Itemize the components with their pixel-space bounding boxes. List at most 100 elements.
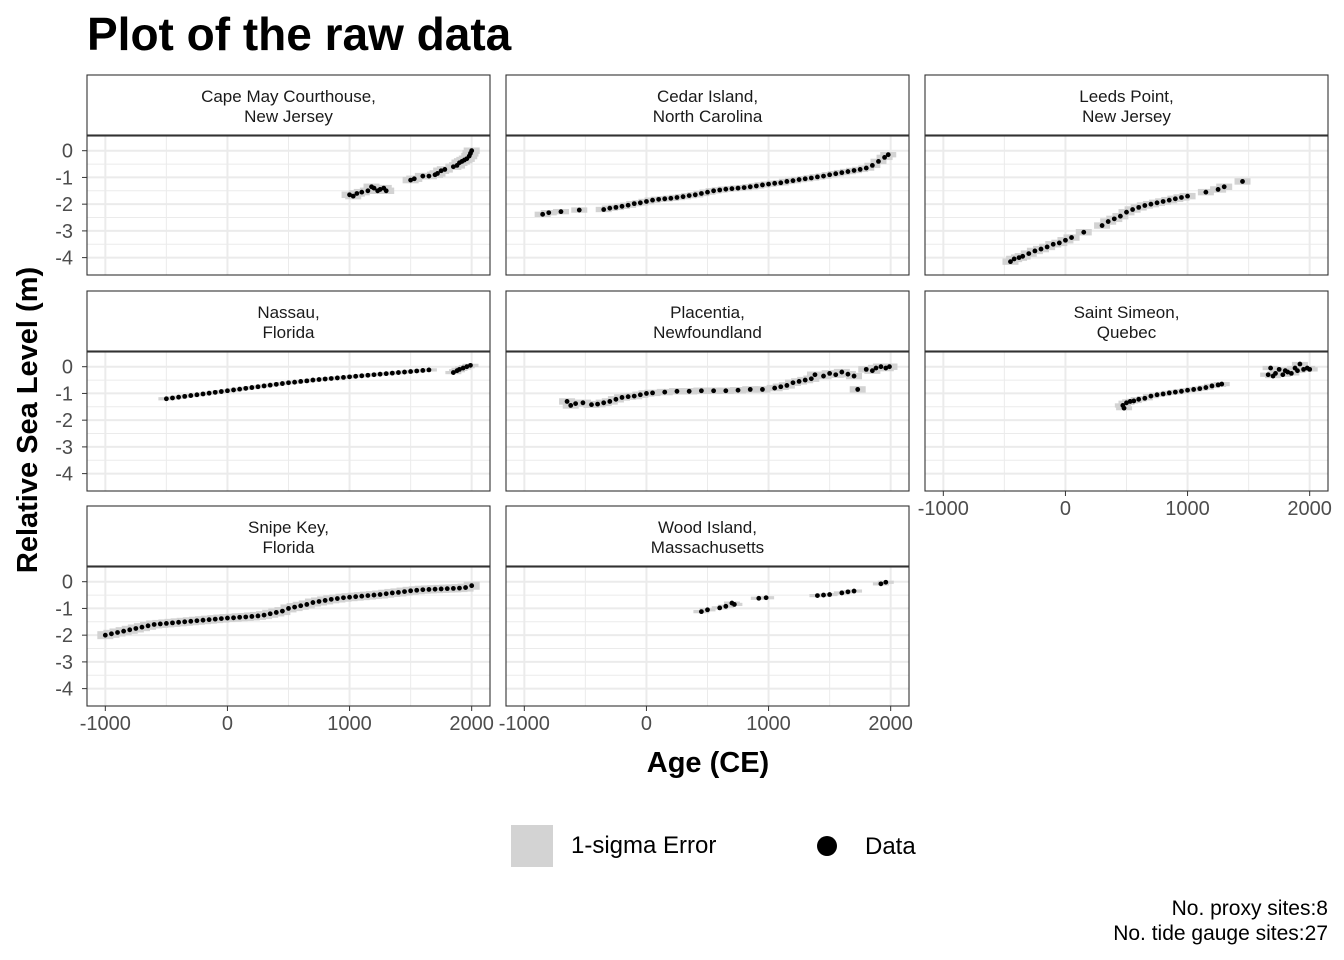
data-point xyxy=(377,371,383,377)
data-point xyxy=(576,207,582,213)
facet-panel-border xyxy=(924,135,1329,276)
data-point xyxy=(878,581,884,587)
legend-data-label: Data xyxy=(865,833,916,860)
data-point xyxy=(855,387,861,392)
data-point xyxy=(438,168,444,174)
data-point xyxy=(176,394,181,400)
y-tick-label: -3 xyxy=(55,437,73,459)
data-point xyxy=(631,201,637,207)
data-point xyxy=(723,603,729,609)
data-point xyxy=(365,188,371,194)
data-point xyxy=(1215,187,1221,192)
data-point xyxy=(109,631,114,637)
data-point xyxy=(613,204,619,210)
data-point xyxy=(1276,366,1282,372)
data-point xyxy=(1185,193,1190,199)
facet-strip xyxy=(505,505,910,567)
data-point xyxy=(1127,399,1133,404)
data-point xyxy=(383,591,389,597)
facet-panel-border xyxy=(505,135,910,276)
facet-panel-border xyxy=(86,135,491,276)
data-point xyxy=(469,148,475,154)
data-point xyxy=(741,185,747,190)
data-point xyxy=(1136,396,1142,402)
data-point xyxy=(1105,219,1111,224)
data-point xyxy=(334,375,340,381)
data-point xyxy=(1301,366,1306,372)
data-point xyxy=(188,393,194,398)
data-point xyxy=(540,211,546,217)
facet-strip-label: Nassau, xyxy=(257,303,319,322)
data-point xyxy=(396,589,401,595)
data-point xyxy=(869,163,875,168)
y-tick-label: -1 xyxy=(55,598,73,620)
data-point xyxy=(359,373,365,379)
data-point xyxy=(735,387,741,393)
data-point xyxy=(784,383,790,388)
data-point xyxy=(760,387,765,392)
data-point xyxy=(839,369,845,375)
data-point xyxy=(1297,361,1303,367)
data-point xyxy=(1215,382,1221,388)
data-point xyxy=(460,365,466,371)
x-tick-label: 1000 xyxy=(327,713,372,735)
data-point xyxy=(568,403,574,408)
data-point xyxy=(1221,184,1227,190)
data-point xyxy=(298,379,304,384)
data-point xyxy=(408,588,414,594)
data-point xyxy=(827,172,833,178)
data-point xyxy=(851,373,857,379)
data-point xyxy=(457,366,462,372)
data-point xyxy=(1136,204,1142,210)
data-point xyxy=(731,602,737,607)
data-point xyxy=(887,364,892,370)
data-point xyxy=(650,197,655,203)
data-point xyxy=(420,368,426,373)
data-point xyxy=(692,192,698,198)
data-point xyxy=(827,370,833,376)
data-point xyxy=(821,373,826,379)
data-point xyxy=(182,393,188,399)
data-point xyxy=(1280,372,1286,378)
data-point xyxy=(176,619,181,625)
data-point xyxy=(1197,386,1203,392)
data-point xyxy=(753,183,759,189)
data-point xyxy=(102,632,108,638)
x-tick-label: 2000 xyxy=(868,713,913,735)
data-point xyxy=(383,188,389,194)
data-point xyxy=(286,380,291,386)
data-point xyxy=(607,399,613,404)
data-point xyxy=(365,372,371,378)
facet-panel-border xyxy=(86,351,491,492)
facet-panel-border xyxy=(505,351,910,492)
data-point xyxy=(1038,246,1044,252)
data-point xyxy=(1288,370,1294,376)
data-point xyxy=(882,154,887,160)
data-point xyxy=(383,371,389,377)
data-point xyxy=(359,593,365,599)
data-point xyxy=(1050,241,1056,247)
facet-strip xyxy=(924,290,1329,352)
y-tick-label: -4 xyxy=(55,464,73,486)
data-point xyxy=(772,385,778,391)
data-point xyxy=(1240,179,1245,184)
data-point xyxy=(766,181,771,187)
x-tick-label: 1000 xyxy=(746,713,791,735)
data-point xyxy=(833,372,839,378)
x-axis-title: Age (CE) xyxy=(647,747,769,779)
data-point xyxy=(206,390,212,396)
data-point xyxy=(698,609,704,615)
data-point xyxy=(796,177,802,182)
data-point xyxy=(680,194,686,200)
data-point xyxy=(316,377,322,382)
data-point xyxy=(601,207,607,212)
data-point xyxy=(163,396,169,402)
data-point xyxy=(426,173,432,179)
data-point xyxy=(778,180,784,186)
data-point xyxy=(729,186,735,192)
data-point xyxy=(1044,244,1050,250)
data-point xyxy=(1020,253,1026,259)
data-point xyxy=(1069,235,1074,240)
data-point xyxy=(845,169,851,174)
data-point xyxy=(450,370,456,375)
